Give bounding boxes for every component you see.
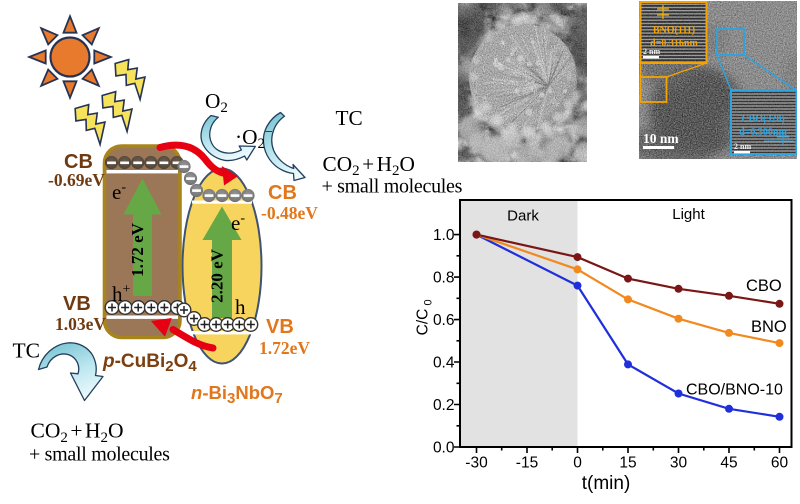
svg-text:CBO: CBO (746, 277, 782, 295)
svg-text:n-Bi3NbO7: n-Bi3NbO7 (191, 382, 283, 407)
svg-text:-0.48eV: -0.48eV (261, 203, 318, 223)
svg-text:45: 45 (720, 455, 737, 472)
svg-text:d=0.300nm: d=0.300nm (739, 127, 787, 138)
svg-text:CB: CB (268, 182, 297, 204)
svg-text:0.0: 0.0 (433, 440, 455, 457)
svg-text:0.6: 0.6 (433, 312, 455, 329)
svg-text:0.8: 0.8 (433, 270, 455, 287)
svg-text:CO2+H2O: CO2 + H2O (323, 152, 415, 179)
svg-text:0.2: 0.2 (433, 397, 455, 414)
svg-text:1.03eV: 1.03eV (55, 314, 106, 334)
svg-text:+ small molecules: + small molecules (29, 444, 170, 466)
svg-text:0: 0 (573, 455, 582, 472)
svg-text:60: 60 (771, 455, 789, 472)
svg-text:CBO/BNO-10: CBO/BNO-10 (686, 382, 783, 399)
svg-text:BNO(111): BNO(111) (653, 25, 695, 36)
svg-text:CO2+H2O: CO2 + H2O (31, 419, 124, 447)
svg-text:1.0: 1.0 (433, 227, 455, 244)
svg-text:2.20 eV: 2.20 eV (208, 248, 227, 303)
svg-text:0: 0 (423, 299, 435, 305)
svg-text:-30: -30 (465, 455, 488, 472)
svg-text:2 nm: 2 nm (643, 47, 660, 56)
svg-text:Dark: Dark (507, 208, 539, 225)
svg-text:+ small molecules: + small molecules (322, 176, 463, 198)
svg-text:2 nm: 2 nm (734, 142, 751, 151)
svg-text:TC: TC (13, 339, 40, 363)
svg-text:p-CuBi2O4: p-CuBi2O4 (102, 351, 197, 375)
svg-text:CBO(320): CBO(320) (741, 114, 784, 125)
svg-text:Light: Light (672, 206, 705, 223)
svg-text:t(min): t(min) (582, 473, 631, 494)
svg-text:-0.69eV: -0.69eV (48, 170, 105, 190)
svg-text:30: 30 (670, 455, 688, 472)
svg-text:10 nm: 10 nm (643, 131, 679, 146)
svg-text:0.4: 0.4 (433, 355, 455, 372)
svg-text:1.72 eV: 1.72 eV (128, 222, 147, 277)
svg-text:15: 15 (619, 455, 636, 472)
svg-text:VB: VB (63, 293, 91, 315)
svg-text:C/C: C/C (415, 309, 432, 336)
svg-text:d=0.316nm: d=0.316nm (650, 38, 698, 49)
svg-text:TC: TC (336, 106, 363, 130)
svg-text:h: h (235, 295, 246, 319)
svg-text:-15: -15 (516, 455, 538, 472)
svg-text:CB: CB (64, 151, 93, 173)
svg-text:BNO: BNO (751, 318, 787, 336)
svg-text:1.72eV: 1.72eV (259, 338, 310, 358)
svg-text:VB: VB (266, 316, 294, 338)
